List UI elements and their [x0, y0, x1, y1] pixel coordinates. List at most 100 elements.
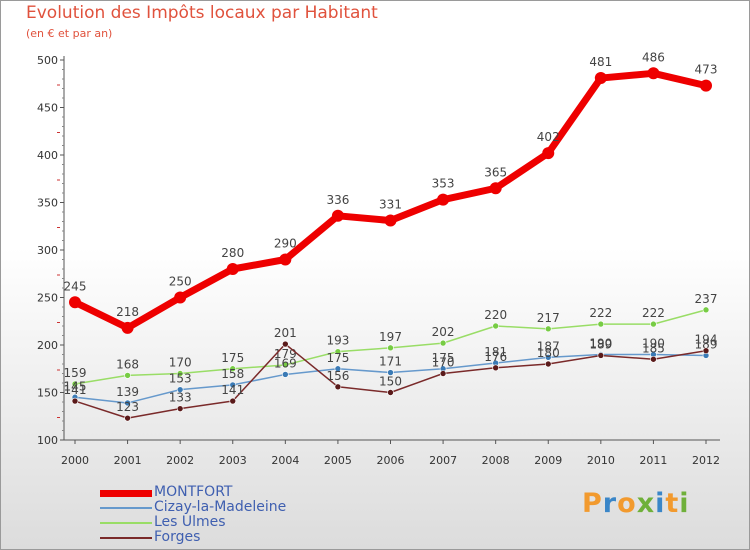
- legend-swatch-montfort: [100, 490, 152, 497]
- data-label-forges: 141: [221, 383, 244, 397]
- data-point-cizay-la-madeleine: [124, 399, 131, 407]
- data-point-forges: [544, 360, 552, 368]
- data-point-forges: [650, 355, 657, 363]
- data-label-cizay-la-madeleine: 145: [64, 379, 87, 393]
- data-point-forges: [334, 383, 342, 391]
- data-point-forges: [387, 389, 394, 396]
- x-tick-label: 2004: [271, 454, 299, 467]
- data-label-cizay-la-madeleine: 153: [169, 372, 192, 386]
- data-point-forges: [124, 414, 131, 422]
- y-tick-label: 400: [37, 149, 58, 162]
- legend-label-forges: Forges: [154, 529, 201, 545]
- legend-swatch-forges: [100, 537, 152, 539]
- data-label-montfort: 280: [221, 246, 244, 260]
- data-point-forges: [702, 347, 710, 355]
- x-tick-label: 2005: [324, 454, 352, 467]
- logo-letter: i: [655, 488, 666, 519]
- data-point-montfort: [226, 263, 239, 275]
- legend-swatch-les-ulmes: [100, 522, 152, 524]
- data-label-les-ulmes: 222: [589, 306, 612, 320]
- x-tick-label: 2006: [377, 454, 405, 467]
- logo-letter: x: [636, 488, 656, 519]
- x-tick-label: 2007: [429, 454, 457, 467]
- data-point-les-ulmes: [387, 344, 394, 352]
- data-label-montfort: 218: [116, 305, 139, 319]
- data-point-montfort: [279, 253, 292, 266]
- y-tick-label: 250: [37, 292, 58, 305]
- data-label-cizay-la-madeleine: 181: [484, 345, 507, 359]
- data-point-cizay-la-madeleine: [387, 369, 394, 376]
- data-point-forges: [439, 370, 447, 377]
- data-point-montfort: [700, 79, 712, 92]
- y-tick-label: 350: [37, 197, 58, 210]
- data-label-forges: 180: [537, 346, 560, 360]
- data-label-montfort: 486: [642, 50, 665, 64]
- logo-letter: i: [679, 488, 690, 519]
- legend-label-cizay: Cizay-la-Madeleine: [154, 499, 287, 515]
- data-point-forges: [176, 405, 184, 412]
- chart-subtitle: (en € et par an): [26, 27, 113, 40]
- data-label-cizay-la-madeleine: 169: [274, 356, 297, 370]
- data-point-les-ulmes: [492, 322, 499, 330]
- data-point-les-ulmes: [124, 372, 131, 379]
- legend-swatch-cizay: [100, 507, 152, 509]
- data-point-les-ulmes: [229, 365, 237, 373]
- data-label-les-ulmes: 220: [484, 308, 507, 322]
- data-point-montfort: [174, 291, 187, 304]
- data-point-forges: [492, 364, 499, 372]
- y-tick-label: 300: [37, 244, 58, 257]
- data-point-cizay-la-madeleine: [229, 381, 237, 389]
- x-tick-label: 2001: [114, 454, 142, 467]
- data-label-les-ulmes: 159: [64, 366, 87, 380]
- data-label-montfort: 353: [432, 177, 455, 191]
- data-point-les-ulmes: [439, 339, 447, 347]
- data-point-les-ulmes: [176, 370, 184, 377]
- data-label-forges: 189: [589, 337, 612, 351]
- data-label-cizay-la-madeleine: 189: [695, 337, 718, 351]
- data-point-les-ulmes: [71, 380, 79, 388]
- data-point-montfort: [331, 209, 344, 222]
- data-label-cizay-la-madeleine: 190: [589, 337, 612, 351]
- data-point-montfort: [489, 182, 502, 195]
- y-tick-label: 100: [37, 434, 58, 447]
- data-label-montfort: 473: [695, 63, 718, 77]
- data-label-les-ulmes: 222: [642, 306, 665, 320]
- data-label-cizay-la-madeleine: 139: [116, 385, 139, 399]
- data-point-les-ulmes: [544, 325, 552, 333]
- data-point-montfort: [437, 193, 450, 206]
- data-point-forges: [597, 352, 605, 359]
- data-label-les-ulmes: 170: [169, 356, 192, 370]
- data-label-forges: 156: [326, 369, 349, 383]
- data-point-les-ulmes: [702, 306, 710, 314]
- data-label-les-ulmes: 202: [432, 325, 455, 339]
- data-point-les-ulmes: [334, 348, 342, 355]
- legend-label-les-ulmes: Les Ulmes: [154, 514, 226, 530]
- data-label-montfort: 365: [484, 165, 507, 179]
- data-label-les-ulmes: 217: [537, 311, 560, 325]
- data-point-montfort: [542, 147, 555, 160]
- data-point-montfort: [384, 214, 397, 227]
- data-label-cizay-la-madeleine: 158: [221, 367, 244, 381]
- data-point-forges: [71, 397, 79, 405]
- data-point-montfort: [69, 296, 81, 309]
- logo-letter: P: [582, 488, 603, 519]
- data-label-les-ulmes: 168: [116, 357, 139, 371]
- x-tick-label: 2002: [166, 454, 194, 467]
- data-label-montfort: 336: [326, 193, 349, 207]
- data-point-les-ulmes: [282, 361, 289, 369]
- x-tick-label: 2003: [219, 454, 247, 467]
- data-label-les-ulmes: 175: [221, 351, 244, 365]
- data-label-forges: 170: [432, 356, 455, 370]
- data-label-les-ulmes: 193: [326, 334, 349, 348]
- data-point-les-ulmes: [597, 320, 605, 328]
- legend-label-montfort: MONTFORT: [154, 484, 233, 500]
- data-point-forges: [229, 397, 237, 405]
- data-label-forges: 194: [695, 333, 718, 347]
- data-label-montfort: 402: [537, 130, 560, 144]
- data-label-cizay-la-madeleine: 175: [432, 351, 455, 365]
- data-point-les-ulmes: [650, 320, 657, 328]
- data-point-montfort: [121, 321, 134, 334]
- data-point-cizay-la-madeleine: [544, 354, 552, 361]
- y-tick-label: 500: [37, 54, 58, 67]
